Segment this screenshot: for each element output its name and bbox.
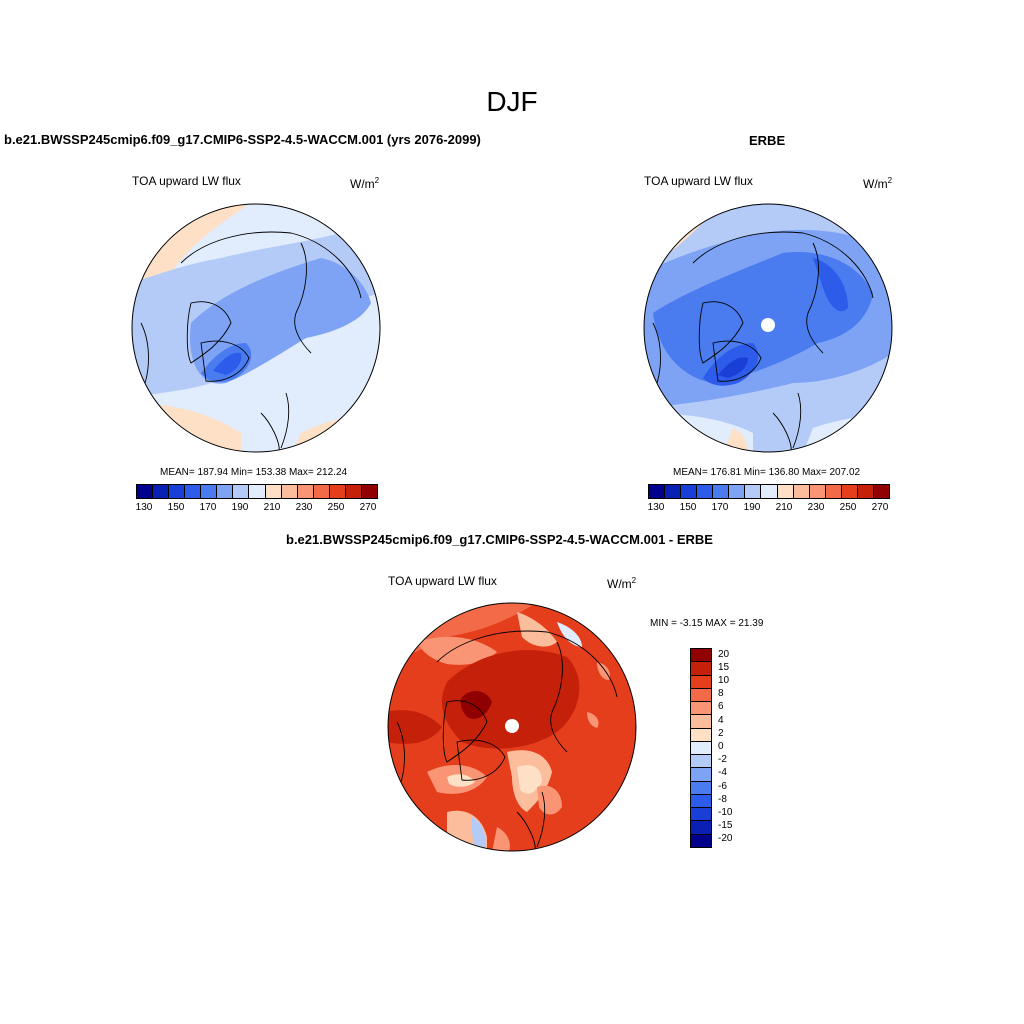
diff-units: W/m2 [607, 576, 637, 591]
colorbar-swatch [217, 485, 234, 498]
colorbar-swatch [761, 485, 778, 498]
colorbar-tick-label: 8 [718, 688, 724, 700]
colorbar-swatch [361, 485, 377, 498]
colorbar-swatch [691, 688, 711, 703]
model-units: W/m2 [350, 176, 380, 191]
colorbar-swatch [841, 485, 858, 498]
colorbar-swatch [729, 485, 746, 498]
colorbar-swatch [249, 485, 266, 498]
colorbar-tick-label: -10 [718, 807, 733, 818]
colorbar-swatch [691, 794, 711, 809]
diff-colorbar [690, 648, 712, 848]
colorbar-tick-label: -2 [718, 754, 727, 766]
colorbar-swatch [233, 485, 250, 498]
colorbar-swatch [825, 485, 842, 498]
diff-stats: MIN = -3.15 MAX = 21.39 [650, 618, 764, 629]
colorbar-swatch [691, 781, 711, 795]
colorbar-tick-label: 270 [359, 502, 377, 513]
colorbar-tick-label: 130 [647, 502, 665, 513]
model-variable-label: TOA upward LW flux [132, 174, 241, 188]
colorbar-swatch [691, 808, 711, 822]
page-title: DJF [486, 86, 538, 117]
colorbar-tick-label: 250 [327, 502, 345, 513]
colorbar-swatch [313, 485, 330, 498]
colorbar-tick-label: 10 [718, 675, 730, 686]
colorbar-swatch [169, 485, 186, 498]
colorbar-swatch [691, 675, 711, 689]
colorbar-swatch [691, 728, 711, 742]
colorbar-swatch [329, 485, 346, 498]
colorbar-tick-label: 150 [679, 502, 697, 513]
colorbar-swatch [185, 485, 202, 498]
colorbar-swatch [265, 485, 282, 498]
colorbar-tick-label: 150 [167, 502, 185, 513]
colorbar-swatch [691, 821, 711, 835]
colorbar-swatch [281, 485, 298, 498]
obs-stats: MEAN= 176.81 Min= 136.80 Max= 207.02 [673, 467, 861, 478]
colorbar-swatch [153, 485, 170, 498]
colorbar-swatch [691, 834, 711, 847]
colorbar-swatch [681, 485, 698, 498]
colorbar-tick-label: 170 [711, 502, 729, 513]
obs-units: W/m2 [863, 176, 893, 191]
model-stats: MEAN= 187.94 Min= 153.38 Max= 212.24 [160, 467, 348, 478]
colorbar-tick-label: 170 [199, 502, 217, 513]
colorbar-swatch [137, 485, 154, 498]
colorbar-tick-label: 190 [743, 502, 761, 513]
colorbar-tick-label: 230 [807, 502, 825, 513]
colorbar-tick-label: 230 [295, 502, 313, 513]
colorbar-swatch [713, 485, 730, 498]
obs-variable-label: TOA upward LW flux [644, 174, 753, 188]
colorbar-swatch [665, 485, 682, 498]
colorbar-swatch [691, 715, 711, 729]
colorbar-swatch [345, 485, 362, 498]
colorbar-swatch [691, 649, 711, 663]
diff-case-title: b.e21.BWSSP245cmip6.f09_g17.CMIP6-SSP2-4… [286, 532, 713, 547]
diff-colorbar-ticks: 20 15 10 8 6 4 2 0 -2 -4 -6 -8 -10 -15 -20 [718, 648, 758, 846]
colorbar-tick-label: 6 [718, 701, 724, 713]
model-colorbar-ticks: 130 150 170 190 210 230 250 270 [135, 502, 377, 516]
colorbar-tick-label: 210 [263, 502, 281, 513]
colorbar-tick-label: -15 [718, 820, 733, 832]
colorbar-swatch [857, 485, 874, 498]
obs-case-title: ERBE [749, 133, 786, 148]
colorbar-tick-label: 15 [718, 661, 730, 673]
model-polar-map [131, 203, 381, 453]
colorbar-swatch [691, 702, 711, 716]
colorbar-tick-label: 130 [135, 502, 153, 513]
colorbar-swatch [697, 485, 714, 498]
colorbar-tick-label: 2 [718, 727, 724, 739]
colorbar-tick-label: 0 [718, 741, 724, 752]
colorbar-swatch [691, 755, 711, 769]
colorbar-swatch [201, 485, 218, 498]
colorbar-swatch [691, 662, 711, 676]
obs-colorbar [648, 484, 890, 499]
model-colorbar [136, 484, 378, 499]
model-case-title: b.e21.BWSSP245cmip6.f09_g17.CMIP6-SSP2-4… [4, 132, 481, 147]
colorbar-tick-label: 4 [718, 714, 724, 726]
colorbar-swatch [691, 741, 711, 756]
colorbar-tick-label: 190 [231, 502, 249, 513]
obs-colorbar-ticks: 130 150 170 190 210 230 250 270 [647, 502, 889, 516]
colorbar-tick-label: 20 [718, 648, 730, 660]
colorbar-swatch [777, 485, 794, 498]
colorbar-tick-label: -8 [718, 793, 727, 805]
colorbar-tick-label: -4 [718, 767, 727, 779]
colorbar-swatch [793, 485, 810, 498]
colorbar-swatch [691, 768, 711, 782]
colorbar-tick-label: 250 [839, 502, 857, 513]
colorbar-swatch [745, 485, 762, 498]
colorbar-tick-label: -6 [718, 780, 727, 792]
colorbar-swatch [297, 485, 314, 498]
colorbar-swatch [873, 485, 889, 498]
colorbar-tick-label: 210 [775, 502, 793, 513]
colorbar-swatch [809, 485, 826, 498]
diff-variable-label: TOA upward LW flux [388, 574, 497, 588]
colorbar-swatch [649, 485, 666, 498]
colorbar-tick-label: 270 [871, 502, 889, 513]
obs-polar-map [643, 203, 893, 453]
diff-polar-map [387, 602, 637, 852]
colorbar-tick-label: -20 [718, 833, 733, 845]
